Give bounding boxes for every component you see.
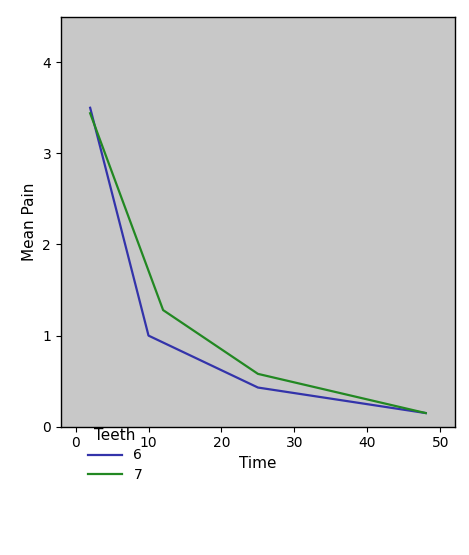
6 (423, 410, 429, 416)
Y-axis label: Mean Pain: Mean Pain (22, 183, 37, 261)
X-axis label: Time: Time (239, 456, 277, 471)
7 (160, 307, 166, 314)
7 (255, 371, 261, 377)
6 (255, 384, 261, 391)
7 (87, 110, 93, 117)
Legend: 6, 7: 6, 7 (88, 428, 142, 482)
6 (146, 332, 151, 339)
7 (423, 410, 429, 416)
6 (87, 104, 93, 111)
Line: 6: 6 (90, 108, 426, 413)
Line: 7: 7 (90, 113, 426, 413)
